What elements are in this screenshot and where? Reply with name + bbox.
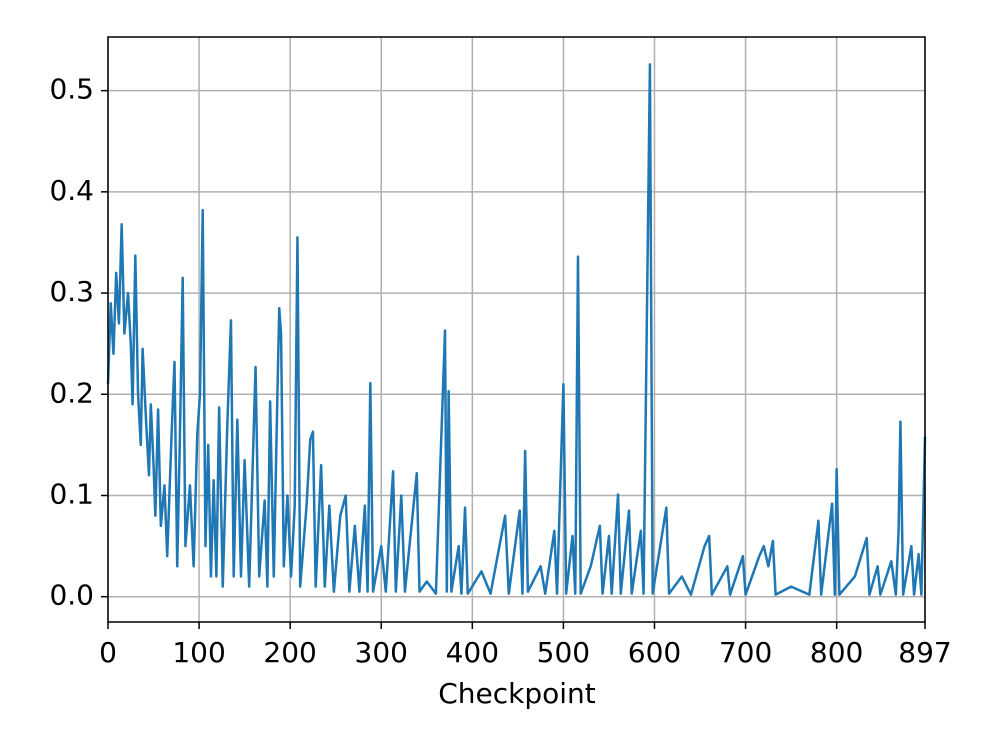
x-tick-label: 300 [355, 636, 408, 669]
x-tick-label: 800 [810, 636, 863, 669]
y-tick-label: 0.0 [49, 579, 94, 612]
x-axis-label: Checkpoint [438, 677, 596, 710]
plot-frame [107, 36, 926, 623]
x-tick-label: 700 [719, 636, 772, 669]
x-tick-label: 0 [99, 636, 117, 669]
x-tick-label: 400 [446, 636, 499, 669]
x-tick-label: 600 [628, 636, 681, 669]
y-tick-label: 0.3 [49, 275, 94, 308]
y-tick-label: 0.4 [49, 174, 94, 207]
x-tick-label: 200 [263, 636, 316, 669]
data-line [106, 63, 927, 596]
y-tick-label: 0.5 [49, 73, 94, 106]
x-tick-label: 100 [172, 636, 225, 669]
y-tick-label: 0.2 [49, 376, 94, 409]
x-tick-label: 500 [537, 636, 590, 669]
y-tick-label: 0.1 [49, 477, 94, 510]
x-tick-label: 897 [898, 636, 951, 669]
